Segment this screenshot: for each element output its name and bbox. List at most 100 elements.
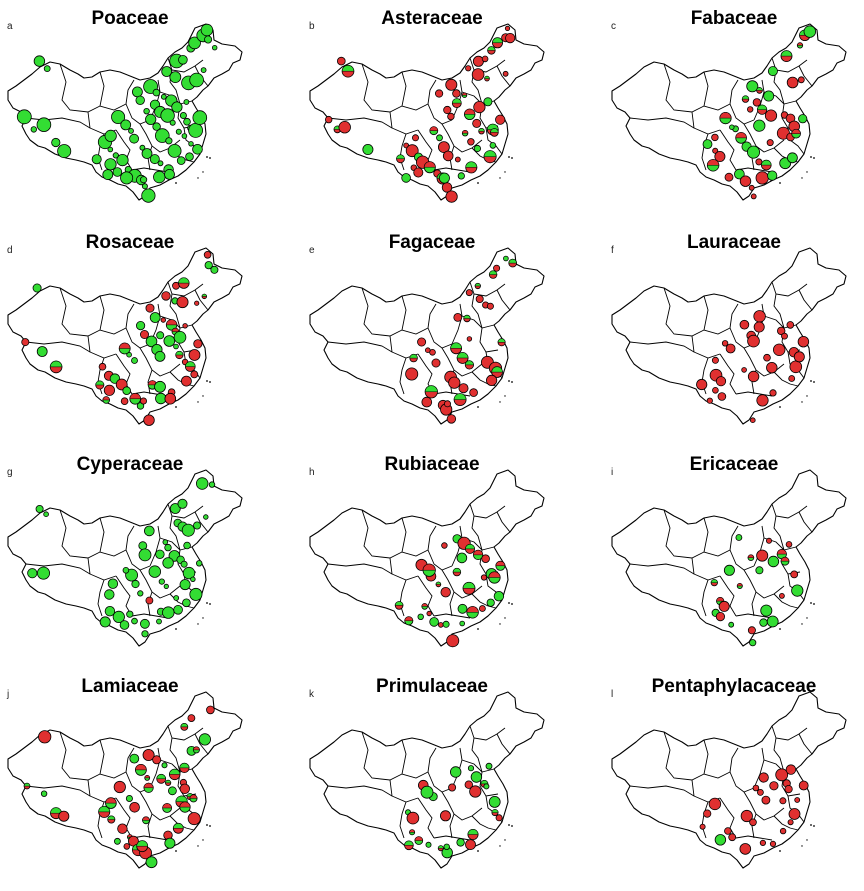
occurrence-marker-half [409, 354, 418, 359]
occurrence-marker-half [429, 126, 439, 131]
occurrence-marker [747, 334, 760, 348]
occurrence-marker [448, 783, 457, 792]
occurrence-marker [503, 255, 509, 262]
china-outline [309, 23, 545, 201]
occurrence-marker [480, 574, 488, 581]
occurrence-marker [204, 35, 213, 44]
occurrence-marker [763, 90, 775, 102]
occurrence-marker [761, 795, 771, 805]
occurrence-marker [788, 375, 796, 382]
occurrence-marker-half [474, 283, 481, 287]
occurrence-marker [702, 139, 713, 150]
panel-title: Poaceae [91, 8, 169, 29]
occurrence-marker [747, 370, 760, 383]
occurrence-marker [471, 68, 485, 81]
occurrence-marker [21, 338, 30, 347]
map-panel-cyperaceae: g Cyperaceae [0, 446, 288, 668]
occurrence-marker [122, 386, 131, 396]
occurrence-marker-half [118, 342, 131, 349]
occurrence-marker [447, 112, 455, 121]
occurrence-marker [746, 106, 754, 113]
occurrence-marker [362, 143, 374, 155]
occurrence-marker [189, 72, 204, 88]
occurrence-marker [176, 156, 186, 165]
occurrence-marker [748, 184, 755, 191]
occurrence-marker [746, 80, 759, 93]
occurrence-marker [161, 291, 171, 301]
occurrence-marker [123, 843, 131, 850]
occurrence-marker-half [492, 37, 503, 44]
occurrence-marker-half [776, 549, 787, 555]
map-panel-rubiaceae: h Rubiaceae [302, 446, 590, 668]
occurrence-markers [21, 250, 219, 426]
occurrence-marker [421, 396, 433, 408]
occurrence-marker [469, 785, 482, 798]
occurrence-marker [141, 188, 156, 203]
occurrence-marker [706, 397, 713, 404]
occurrence-marker [472, 118, 482, 128]
occurrence-marker [443, 400, 451, 408]
occurrence-marker [120, 119, 132, 131]
occurrence-marker [111, 110, 126, 125]
occurrence-marker [785, 541, 793, 548]
occurrence-marker [206, 705, 215, 715]
occurrence-marker-half [452, 568, 461, 573]
panel-title: Fabaceae [690, 8, 778, 29]
occurrence-marker [198, 733, 211, 746]
occurrence-markers [27, 477, 216, 638]
occurrence-marker-half [756, 87, 763, 91]
occurrence-markers [702, 25, 817, 200]
occurrence-marker [145, 856, 158, 869]
occurrence-marker [98, 362, 107, 371]
occurrence-marker [760, 604, 773, 617]
map-panel-fabaceae: c Fabaceae [604, 0, 864, 222]
occurrence-marker [145, 335, 158, 348]
occurrence-marker [131, 579, 140, 589]
occurrence-marker [776, 326, 786, 336]
occurrence-marker-half [156, 774, 166, 780]
occurrence-marker [120, 397, 129, 406]
occurrence-marker [38, 730, 52, 744]
map-panel-lauraceae: f Lauraceae [604, 224, 864, 446]
panel-title: Lauraceae [686, 232, 781, 253]
china-map [611, 469, 847, 647]
occurrence-marker [136, 321, 146, 331]
occurrence-marker [200, 67, 207, 73]
occurrence-marker-half [464, 108, 476, 115]
occurrence-marker [712, 387, 719, 394]
occurrence-marker-half [491, 809, 499, 813]
occurrence-marker [467, 765, 475, 772]
occurrence-marker-half [437, 845, 444, 849]
islands [477, 380, 513, 408]
china-outline [7, 691, 243, 869]
occurrence-marker [735, 534, 743, 541]
occurrence-marker-half [144, 775, 150, 779]
occurrence-marker [203, 514, 209, 520]
occurrence-marker-half [463, 315, 471, 319]
occurrence-marker [181, 133, 188, 139]
occurrence-marker [104, 129, 117, 142]
occurrence-marker [723, 564, 735, 576]
occurrence-marker [435, 89, 444, 98]
occurrence-marker [766, 361, 778, 374]
occurrence-marker-half [435, 581, 442, 585]
occurrence-marker [750, 417, 756, 424]
map-panel-asteraceae: b Asteraceae [302, 0, 590, 222]
occurrence-marker [789, 360, 803, 374]
occurrence-marker-half [508, 258, 517, 264]
occurrence-marker-half [483, 150, 497, 157]
occurrence-marker-half [473, 549, 484, 556]
occurrence-marker [131, 86, 143, 98]
occurrence-marker-half [461, 92, 468, 96]
panel-letter: k [309, 689, 314, 700]
occurrence-marker-half [404, 840, 414, 846]
occurrence-marker [465, 839, 476, 851]
occurrence-marker [755, 158, 763, 166]
occurrence-marker [210, 265, 219, 274]
occurrence-marker [145, 303, 155, 313]
occurrence-marker [129, 133, 140, 144]
occurrence-marker-half [179, 801, 191, 808]
map-panel-fagaceae: e Fagaceae [302, 224, 590, 446]
occurrence-marker [470, 771, 483, 783]
islands [779, 824, 815, 852]
